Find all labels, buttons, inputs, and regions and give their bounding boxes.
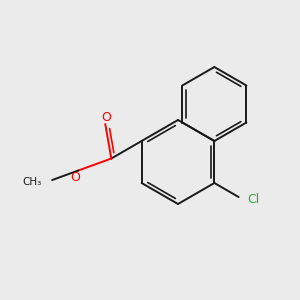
Text: Cl: Cl <box>248 193 260 206</box>
Text: O: O <box>101 110 111 124</box>
Text: O: O <box>70 171 80 184</box>
Text: CH₃: CH₃ <box>23 177 42 187</box>
